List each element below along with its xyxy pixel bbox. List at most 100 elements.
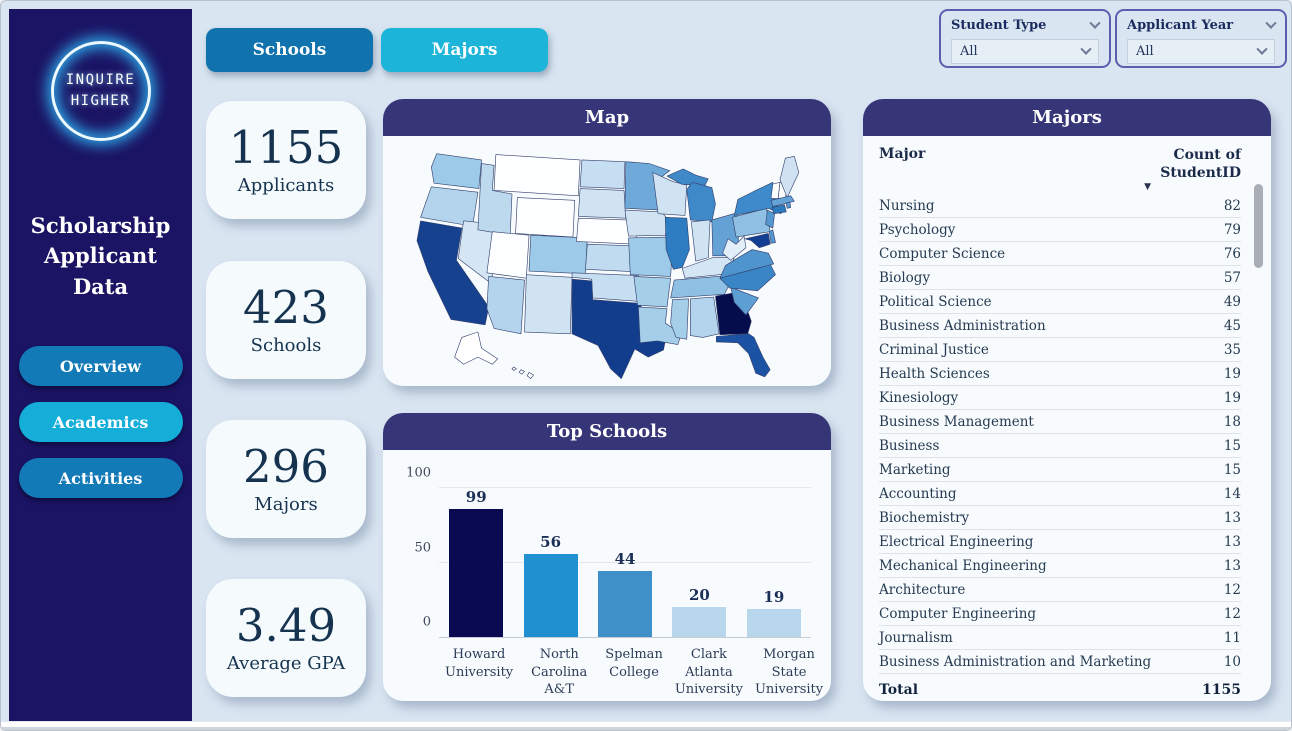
state-IL[interactable] [664,216,690,270]
us-map [383,136,831,384]
table-row[interactable]: Marketing 15 [879,458,1241,483]
table-row[interactable]: Business 15 [879,434,1241,459]
state-OR[interactable] [420,186,479,227]
state-NM[interactable] [524,274,573,335]
state-IN[interactable] [690,219,711,262]
state-CA[interactable] [416,220,490,326]
majors-table-header: Major Count of StudentID [879,146,1241,182]
state-MT[interactable] [493,154,581,197]
count-cell: 35 [1223,341,1241,358]
bar-column: 19 [737,488,811,637]
table-row[interactable]: Political Science 49 [879,290,1241,315]
table-row[interactable]: Biochemistry 13 [879,506,1241,531]
kpi-label: Applicants [237,174,335,196]
table-row[interactable]: Kinesiology 19 [879,386,1241,411]
kpi-label: Average GPA [226,652,346,674]
state-ME[interactable] [779,156,800,198]
table-row[interactable]: Electrical Engineering 13 [879,530,1241,555]
chevron-down-icon[interactable] [1089,17,1101,29]
table-row[interactable]: Architecture 12 [879,578,1241,603]
table-row[interactable]: Accounting 14 [879,482,1241,507]
count-cell: 15 [1223,461,1241,478]
state-UT[interactable] [486,231,530,279]
filter-label-row: Student Type [951,17,1101,33]
state-NJ[interactable] [765,209,775,229]
state-RI[interactable] [785,201,792,209]
state-ND[interactable] [579,159,626,189]
bar-howard-university[interactable] [449,509,504,637]
total-label: Total [879,682,919,699]
state-AR[interactable] [633,276,671,308]
sidebar-item-academics[interactable]: Academics [18,402,183,443]
table-row[interactable]: Psychology 79 [879,218,1241,243]
state-MI[interactable] [686,182,716,223]
table-row[interactable]: Business Management 18 [879,410,1241,435]
state-DE[interactable] [768,229,776,244]
state-SD[interactable] [578,188,627,219]
bar-data-label: 44 [614,550,636,569]
top-schools-panel: Top Schools 0 50 100 99 56 44 20 19 Howard Uni… [383,413,831,701]
table-row[interactable]: Business Administration 45 [879,314,1241,339]
state-MA[interactable] [770,195,795,207]
count-cell: 19 [1223,389,1241,406]
state-MI[interactable] [666,168,709,187]
column-header-count[interactable]: Count of StudentID [1160,147,1241,182]
sidebar: INQUIRE HIGHER Scholarship Applicant Dat… [9,9,192,723]
state-WY[interactable] [515,197,576,238]
state-MS[interactable] [670,298,689,340]
table-row[interactable]: Health Sciences 19 [879,362,1241,387]
tab-majors[interactable]: Majors [381,28,548,72]
logo-line2: HIGHER [70,93,131,109]
bar-x-label: Clark Atlanta University [674,647,743,698]
state-WI[interactable] [652,172,688,216]
state-AL[interactable] [690,296,720,338]
sidebar-item-activities[interactable]: Activities [18,458,183,499]
table-row[interactable]: Computer Engineering 12 [879,602,1241,627]
table-row[interactable]: Mechanical Engineering 13 [879,554,1241,579]
state-AZ[interactable] [486,276,525,335]
state-TN[interactable] [670,275,732,299]
sidebar-item-overview[interactable]: Overview [18,346,183,387]
gridline-100 [439,487,811,488]
count-cell: 12 [1223,581,1241,598]
state-TX[interactable] [571,278,668,379]
count-cell: 82 [1223,197,1241,214]
state-FL[interactable] [716,333,771,378]
state-WV[interactable] [722,235,747,261]
majors-panel: Majors Major Count of StudentID ▼ Nursin… [863,99,1271,701]
table-row[interactable]: Journalism 11 [879,626,1241,651]
table-row[interactable]: Computer Science 76 [879,242,1241,267]
bar-north-carolina-a-t-state-university[interactable] [523,553,578,637]
state-HI[interactable] [511,366,534,379]
state-ID[interactable] [477,163,513,236]
filter-dropdown[interactable]: All [1127,39,1275,64]
column-header-major[interactable]: Major [879,146,926,162]
table-row[interactable]: Nursing 82 [879,194,1241,219]
bar-spelman-college[interactable] [598,571,653,637]
bar-data-label: 99 [465,488,487,506]
count-cell: 13 [1223,557,1241,574]
table-row[interactable]: Biology 57 [879,266,1241,291]
majors-table: Major Count of StudentID ▼ Nursing 82 Psyc… [863,136,1271,701]
table-row[interactable]: Criminal Justice 35 [879,338,1241,363]
bar-chart-x-labels: Howard University North Carolina A&T Stat… [439,646,823,701]
page-title: Scholarship Applicant Data [30,213,171,299]
state-VA[interactable] [719,249,775,279]
state-SC[interactable] [730,286,759,316]
state-AK[interactable] [454,331,498,365]
bar-morgan-state-university[interactable] [746,608,801,637]
state-MD[interactable] [744,233,771,249]
state-LA[interactable] [638,306,682,345]
major-cell: Mechanical Engineering [879,557,1047,574]
chevron-down-icon[interactable] [1265,17,1277,29]
filter-dropdown[interactable]: All [951,39,1099,64]
kpi-value: 3.49 [235,599,337,653]
sort-descending-icon[interactable]: ▼ [1144,182,1151,192]
state-CT[interactable] [771,204,787,215]
table-scrollbar-thumb[interactable] [1254,184,1263,268]
bar-clark-atlanta-university[interactable] [672,607,727,637]
table-row[interactable]: Business Administration and Marketing 10 [879,650,1241,675]
tab-schools[interactable]: Schools [206,28,373,72]
state-WA[interactable] [431,153,482,189]
kpi-value: 423 [243,281,329,335]
